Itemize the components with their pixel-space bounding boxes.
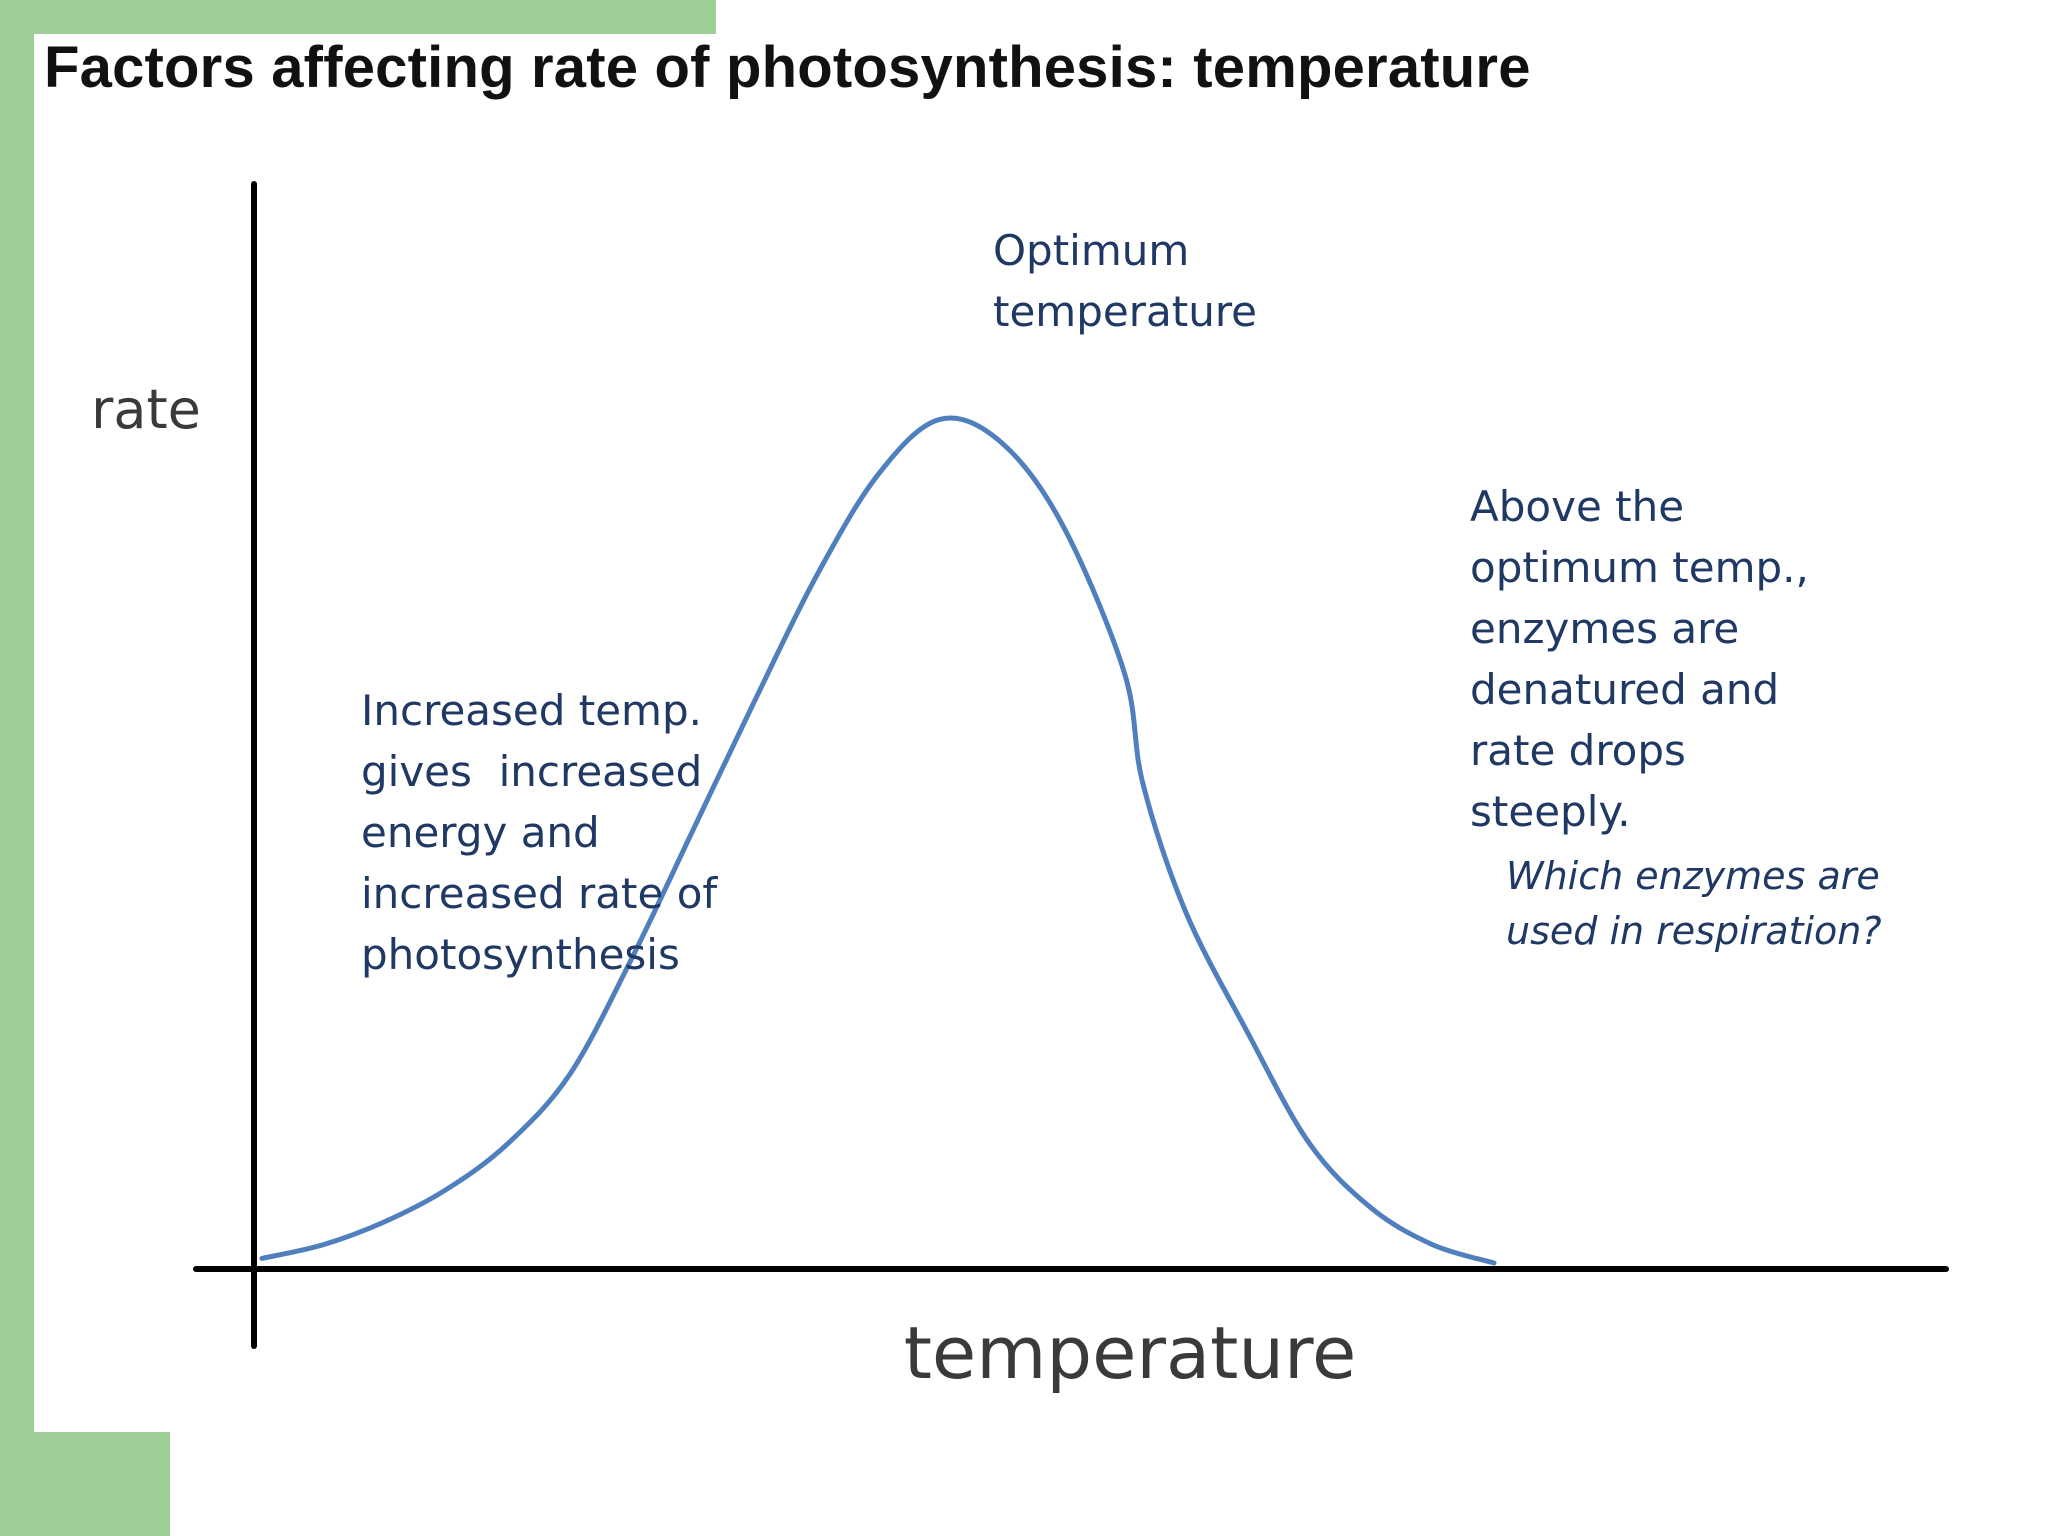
annotation-rising-line: energy and <box>361 808 600 857</box>
data-point <box>1184 910 1188 915</box>
green-accent-bottom <box>0 1432 170 1536</box>
data-point <box>568 1072 572 1076</box>
data-point <box>814 574 819 579</box>
green-accent-left <box>0 0 34 1536</box>
annotation-optimum-line: temperature <box>993 287 1257 336</box>
data-point <box>629 956 634 961</box>
annotation-rising-line: gives increased <box>361 747 703 796</box>
annotation-falling-line: rate drops <box>1470 726 1686 775</box>
annotation-rising-line: increased rate of <box>361 869 718 918</box>
annotation-rising: Increased temp. gives increased energy a… <box>361 680 717 985</box>
data-point <box>691 827 696 832</box>
data-point <box>444 1187 449 1192</box>
data-point <box>321 1242 326 1247</box>
slide-title: Factors affecting rate of photosynthesis… <box>44 35 1531 100</box>
data-point <box>506 1141 511 1146</box>
data-point <box>937 417 942 422</box>
data-point <box>1492 1261 1496 1265</box>
annotation-rising-line: photosynthesis <box>361 930 680 979</box>
x-axis-label: temperature <box>904 1311 1357 1395</box>
data-point <box>260 1256 264 1261</box>
data-point <box>1368 1205 1373 1210</box>
data-point <box>999 440 1004 445</box>
data-point <box>876 472 880 477</box>
data-point <box>1060 523 1065 528</box>
annotation-falling: Above the optimum temp., enzymes are den… <box>1470 476 1809 842</box>
data-point <box>1245 1030 1250 1035</box>
annotation-falling-line: optimum temp., <box>1470 543 1809 592</box>
data-point <box>383 1219 388 1224</box>
annotation-optimum: Optimum temperature <box>993 220 1257 342</box>
annotation-falling-line: denatured and <box>1470 665 1780 714</box>
annotation-question-line: used in respiration? <box>1506 909 1882 953</box>
y-axis-label: rate <box>91 378 201 441</box>
annotation-falling-line: enzymes are <box>1470 604 1740 653</box>
annotation-falling-line: steeply. <box>1470 787 1631 836</box>
annotation-question-line: Which enzymes are <box>1506 854 1880 898</box>
data-point <box>1430 1242 1435 1247</box>
data-point <box>1140 781 1145 786</box>
annotation-rising-line: Increased temp. <box>361 686 702 735</box>
data-point <box>1307 1141 1312 1146</box>
data-point <box>1122 670 1127 675</box>
annotation-question: Which enzymes are used in respiration? <box>1506 849 1882 959</box>
data-point <box>752 698 757 703</box>
data-points <box>260 417 1496 1265</box>
annotation-optimum-line: Optimum <box>993 226 1190 275</box>
annotation-falling-line: Above the <box>1470 482 1685 531</box>
green-accent-top <box>0 0 716 34</box>
